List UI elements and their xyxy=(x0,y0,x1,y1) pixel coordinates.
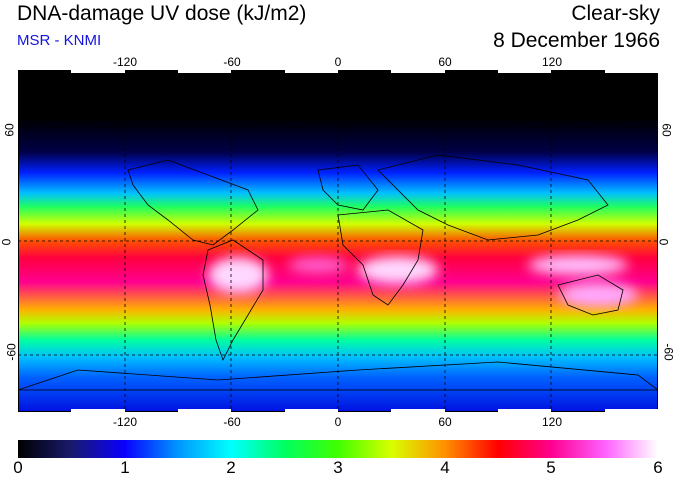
lon-tick-top: 60 xyxy=(438,55,452,69)
colorbar-label: 4 xyxy=(440,458,450,477)
colorbar-label: 2 xyxy=(226,458,236,477)
lon-tick-bottom: -120 xyxy=(112,415,138,429)
source-label: MSR - KNMI xyxy=(17,32,102,49)
colorbar xyxy=(18,440,658,458)
colorbar-label: 3 xyxy=(333,458,343,477)
date-label: 8 December 1966 xyxy=(493,29,660,52)
lat-tick-left: 0 xyxy=(0,238,14,246)
lon-tick-top: 120 xyxy=(541,55,563,69)
colorbar-label: 5 xyxy=(546,458,556,477)
colorbar-label: 6 xyxy=(653,458,663,477)
gridlines xyxy=(18,70,658,412)
sky-condition-label: Clear-sky xyxy=(571,2,660,25)
frame-ticks xyxy=(71,70,658,412)
colorbar-label: 1 xyxy=(120,458,130,477)
colorbar-gradient xyxy=(18,440,658,458)
lon-tick-bottom: -60 xyxy=(223,415,241,429)
lat-tick-left: -60 xyxy=(4,343,19,361)
lat-tick-left: 60 xyxy=(2,123,17,137)
lon-tick-top: -60 xyxy=(223,55,241,69)
lat-tick-right: 60 xyxy=(659,123,674,137)
uv-dose-map xyxy=(18,70,658,412)
high-dose-areas xyxy=(208,255,638,307)
colorbar-label: 0 xyxy=(13,458,23,477)
map-title: DNA-damage UV dose (kJ/m2) xyxy=(17,2,307,25)
lat-tick-right: 0 xyxy=(656,238,671,246)
lon-tick-top: 0 xyxy=(334,55,342,69)
lon-tick-top: -120 xyxy=(112,55,138,69)
lat-tick-right: -60 xyxy=(661,343,676,361)
lon-tick-bottom: 60 xyxy=(438,415,452,429)
lon-tick-bottom: 0 xyxy=(334,415,342,429)
lon-tick-bottom: 120 xyxy=(541,415,563,429)
